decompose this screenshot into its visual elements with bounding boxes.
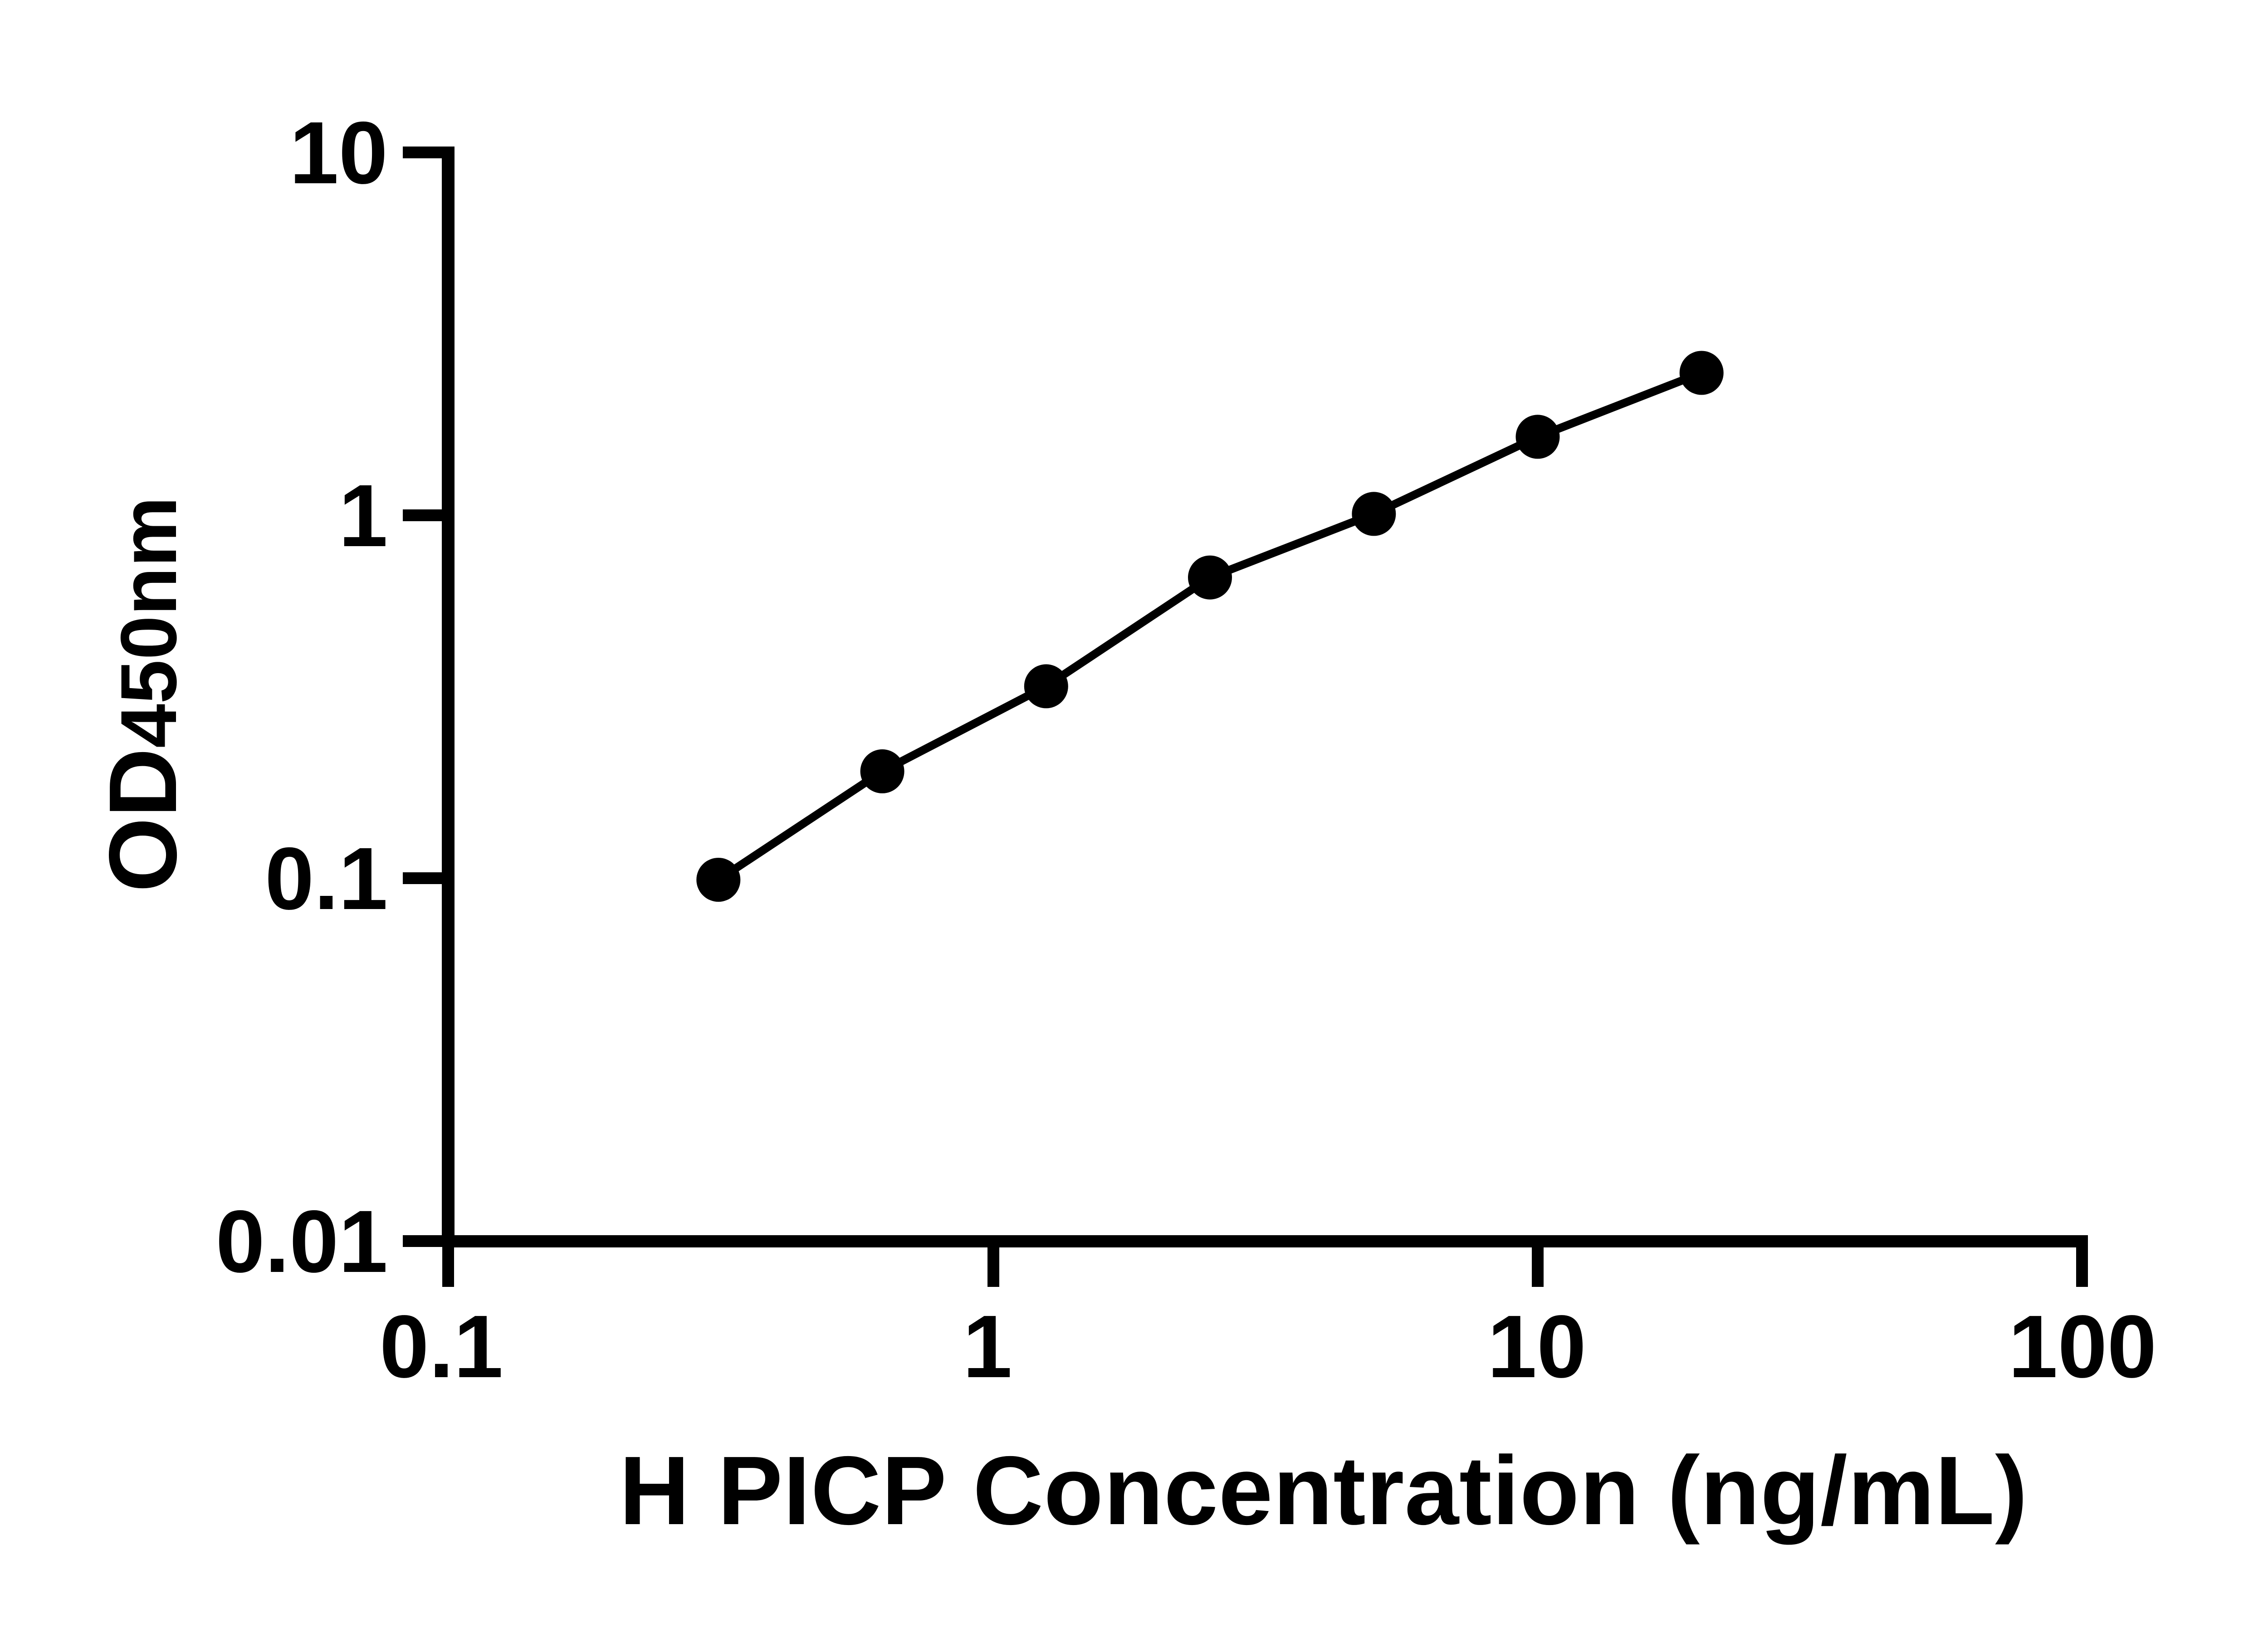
svg-text:1: 1	[963, 1297, 1012, 1396]
svg-text:0.1: 0.1	[380, 1297, 503, 1396]
svg-text:1: 1	[339, 466, 388, 565]
svg-text:100: 100	[2008, 1297, 2156, 1396]
svg-text:H PICP Concentration (ng/mL): H PICP Concentration (ng/mL)	[619, 1436, 2028, 1545]
svg-text:OD450nm: OD450nm	[89, 497, 196, 892]
svg-text:0.1: 0.1	[265, 829, 388, 928]
svg-text:10: 10	[289, 103, 388, 202]
svg-text:10: 10	[1487, 1297, 1586, 1396]
svg-text:0.01: 0.01	[215, 1192, 388, 1291]
